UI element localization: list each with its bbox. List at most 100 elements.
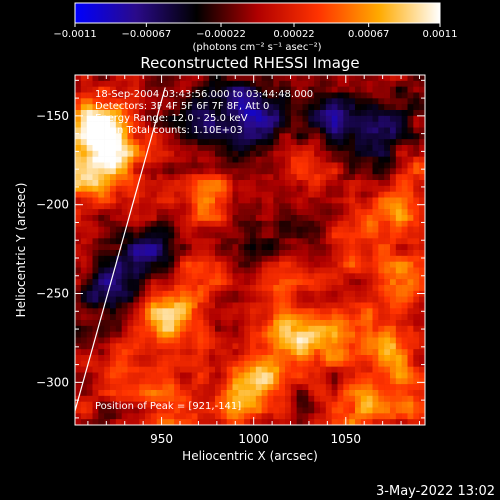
heatmap-cell	[279, 127, 286, 134]
heatmap-cell	[255, 80, 262, 87]
heatmap-cell	[238, 127, 245, 134]
heatmap-cell	[290, 180, 297, 187]
heatmap-cell	[413, 203, 420, 210]
heatmap-cell	[267, 273, 274, 280]
heatmap-cell	[92, 197, 99, 204]
heatmap-cell	[302, 261, 309, 268]
heatmap-cell	[285, 308, 292, 315]
heatmap-cell	[232, 273, 239, 280]
heatmap-cell	[413, 139, 420, 146]
y-tick-label: −200	[36, 198, 69, 212]
heatmap-cell	[395, 331, 402, 338]
heatmap-cell	[133, 337, 140, 344]
heatmap-cell	[220, 209, 227, 216]
heatmap-cell	[80, 401, 87, 408]
heatmap-cell	[162, 308, 169, 315]
heatmap-cell	[255, 255, 262, 262]
heatmap-cell	[238, 285, 245, 292]
heatmap-cell	[360, 407, 367, 414]
heatmap-cell	[174, 325, 181, 332]
heatmap-cell	[320, 325, 327, 332]
heatmap-cell	[226, 384, 233, 391]
heatmap-cell	[331, 261, 338, 268]
heatmap-cell	[250, 92, 257, 99]
heatmap-cell	[185, 285, 192, 292]
heatmap-cell	[267, 279, 274, 286]
heatmap-cell	[384, 390, 391, 397]
heatmap-cell	[226, 290, 233, 297]
heatmap-cell	[174, 366, 181, 373]
heatmap-cell	[98, 203, 105, 210]
heatmap-cell	[104, 331, 111, 338]
heatmap-cell	[180, 302, 187, 309]
heatmap-cell	[191, 156, 198, 163]
heatmap-cell	[302, 355, 309, 362]
heatmap-cell	[255, 75, 262, 82]
heatmap-cell	[384, 215, 391, 222]
heatmap-cell	[320, 395, 327, 402]
heatmap-cell	[372, 419, 379, 425]
heatmap-cell	[86, 121, 93, 128]
heatmap-cell	[220, 290, 227, 297]
heatmap-cell	[110, 261, 117, 268]
heatmap-cell	[302, 349, 309, 356]
heatmap-cell	[372, 384, 379, 391]
heatmap-cell	[279, 273, 286, 280]
heatmap-cell	[395, 226, 402, 233]
heatmap-cell	[180, 401, 187, 408]
heatmap-cell	[267, 296, 274, 303]
heatmap-cell	[133, 267, 140, 274]
heatmap-cell	[366, 302, 373, 309]
heatmap-cell	[325, 314, 332, 321]
heatmap-cell	[185, 296, 192, 303]
heatmap-cell	[290, 390, 297, 397]
heatmap-cell	[168, 395, 175, 402]
heatmap-cell	[174, 290, 181, 297]
heatmap-cell	[244, 407, 251, 414]
heatmap-cell	[273, 244, 280, 251]
heatmap-cell	[325, 215, 332, 222]
heatmap-cell	[320, 372, 327, 379]
heatmap-cell	[325, 244, 332, 251]
heatmap-cell	[378, 308, 385, 315]
heatmap-cell	[308, 150, 315, 157]
heatmap-cell	[98, 75, 105, 82]
heatmap-cell	[209, 238, 216, 245]
heatmap-cell	[115, 156, 122, 163]
heatmap-cell	[127, 395, 134, 402]
heatmap-cell	[384, 98, 391, 105]
heatmap-cell	[285, 139, 292, 146]
heatmap-cell	[290, 185, 297, 192]
heatmap-cell	[349, 127, 356, 134]
heatmap-cell	[86, 232, 93, 239]
heatmap-cell	[279, 98, 286, 105]
heatmap-cell	[80, 168, 87, 175]
heatmap-cell	[156, 325, 163, 332]
heatmap-cell	[314, 372, 321, 379]
heatmap-cell	[209, 185, 216, 192]
heatmap-cell	[238, 162, 245, 169]
heatmap-cell	[150, 145, 157, 152]
heatmap-cell	[419, 244, 425, 251]
heatmap-cell	[296, 150, 303, 157]
heatmap-cell	[133, 203, 140, 210]
heatmap-cell	[331, 413, 338, 420]
heatmap-cell	[197, 378, 204, 385]
heatmap-cell	[98, 395, 105, 402]
heatmap-cell	[337, 255, 344, 262]
heatmap-cell	[360, 360, 367, 367]
heatmap-cell	[372, 395, 379, 402]
heatmap-cell	[185, 115, 192, 122]
heatmap-cell	[92, 185, 99, 192]
heatmap-cell	[180, 308, 187, 315]
heatmap-cell	[110, 145, 117, 152]
heatmap-cell	[139, 209, 146, 216]
heatmap-cell	[174, 279, 181, 286]
heatmap-cell	[209, 80, 216, 87]
heatmap-cell	[390, 75, 397, 82]
heatmap-cell	[378, 261, 385, 268]
heatmap-cell	[285, 209, 292, 216]
heatmap-cell	[121, 174, 128, 181]
heatmap-cell	[302, 401, 309, 408]
heatmap-cell	[250, 121, 257, 128]
